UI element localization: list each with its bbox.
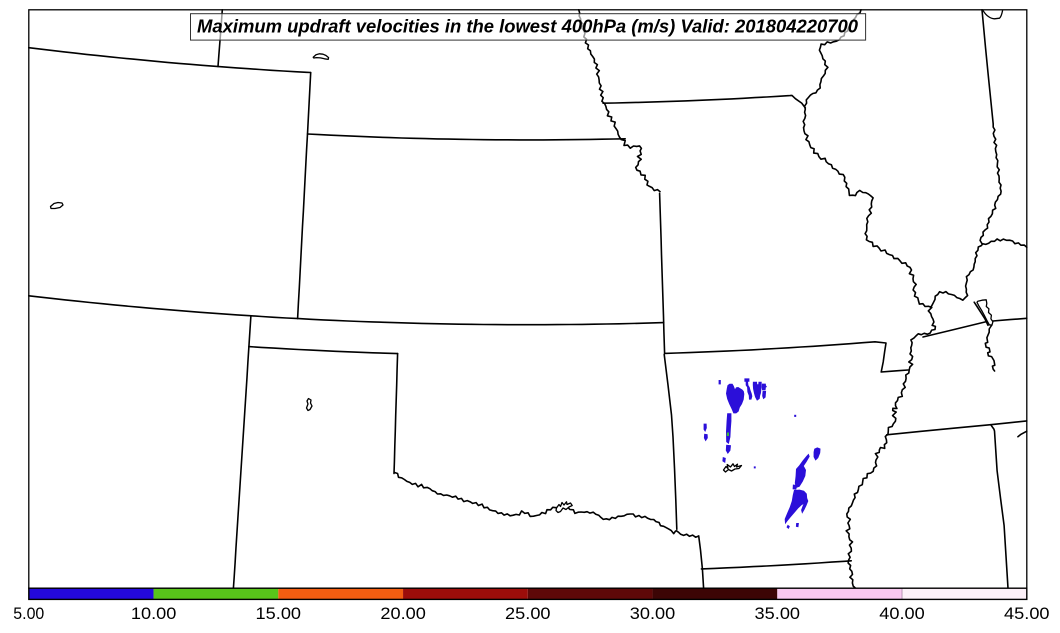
svg-text:5.00: 5.00 <box>13 604 44 623</box>
svg-text:35.00: 35.00 <box>755 604 801 623</box>
svg-text:30.00: 30.00 <box>630 604 676 623</box>
svg-text:25.00: 25.00 <box>505 604 551 623</box>
svg-text:15.00: 15.00 <box>256 604 302 623</box>
svg-text:20.00: 20.00 <box>380 604 426 623</box>
svg-text:40.00: 40.00 <box>879 604 925 623</box>
svg-text:Maximum updraft velocities in: Maximum updraft velocities in the lowest… <box>197 16 858 36</box>
svg-text:10.00: 10.00 <box>131 604 177 623</box>
svg-text:45.00: 45.00 <box>1004 604 1050 623</box>
